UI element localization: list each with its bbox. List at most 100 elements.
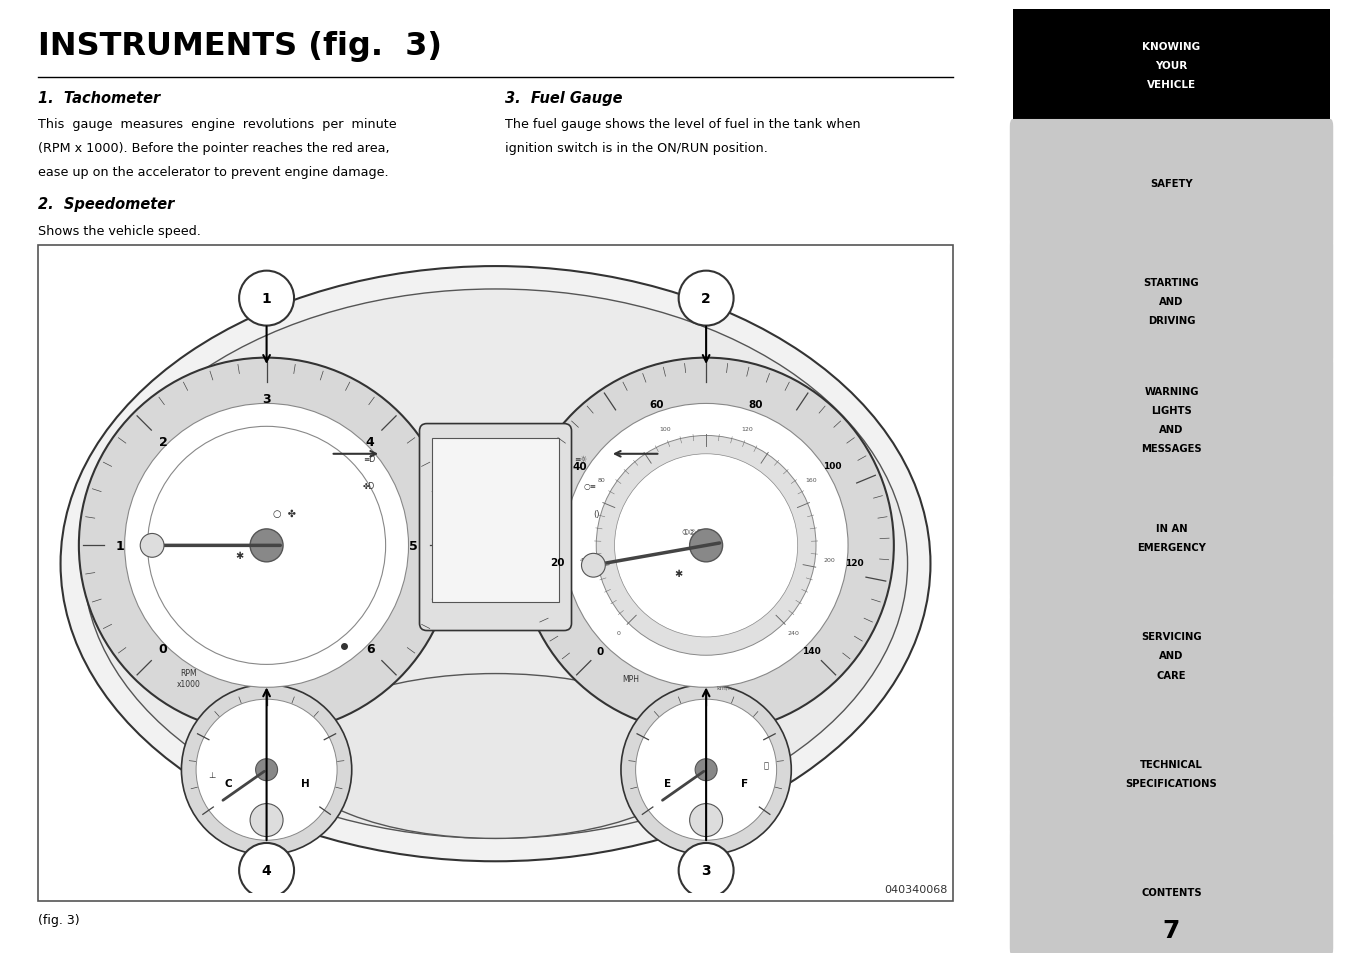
Circle shape xyxy=(256,759,277,781)
Text: ①②③: ①②③ xyxy=(681,528,703,537)
Text: ignition switch is in the ON/RUN position.: ignition switch is in the ON/RUN positio… xyxy=(506,142,768,155)
Text: 40: 40 xyxy=(572,461,587,472)
Text: DRIVING: DRIVING xyxy=(1148,316,1195,326)
Text: ≡☼: ≡☼ xyxy=(573,455,587,463)
Ellipse shape xyxy=(289,674,702,839)
Circle shape xyxy=(239,843,293,898)
Text: ease up on the accelerator to prevent engine damage.: ease up on the accelerator to prevent en… xyxy=(38,166,388,179)
Text: (): () xyxy=(594,509,599,518)
Bar xyxy=(1013,10,1330,123)
Text: 1: 1 xyxy=(116,539,124,553)
FancyBboxPatch shape xyxy=(1010,355,1333,484)
Circle shape xyxy=(181,685,352,855)
Text: STARTING: STARTING xyxy=(1144,278,1199,288)
Text: IN AN: IN AN xyxy=(1156,523,1187,534)
Circle shape xyxy=(679,272,734,326)
Text: RPM
x1000: RPM x1000 xyxy=(177,669,200,688)
Circle shape xyxy=(518,358,894,733)
Text: C: C xyxy=(224,779,233,789)
Text: KNOWING: KNOWING xyxy=(1142,42,1201,52)
Text: MESSAGES: MESSAGES xyxy=(1141,443,1202,454)
Text: (RPM x 1000). Before the pointer reaches the red area,: (RPM x 1000). Before the pointer reaches… xyxy=(38,142,389,155)
Text: ✤D: ✤D xyxy=(362,482,375,491)
Text: The fuel gauge shows the level of fuel in the tank when: The fuel gauge shows the level of fuel i… xyxy=(506,118,861,132)
Text: 4: 4 xyxy=(262,863,272,878)
Text: Shows the vehicle speed.: Shows the vehicle speed. xyxy=(38,225,200,238)
Text: 60: 60 xyxy=(649,400,664,410)
Circle shape xyxy=(581,554,606,578)
FancyBboxPatch shape xyxy=(1010,827,1333,953)
Text: 40: 40 xyxy=(580,558,587,562)
Circle shape xyxy=(695,759,717,781)
FancyBboxPatch shape xyxy=(433,438,558,602)
Text: 100: 100 xyxy=(823,462,842,471)
Text: (fig. 3): (fig. 3) xyxy=(38,913,80,926)
Text: INSTRUMENTS (fig.  3): INSTRUMENTS (fig. 3) xyxy=(38,30,442,61)
Text: AND: AND xyxy=(1159,651,1184,660)
Text: 2: 2 xyxy=(702,292,711,306)
Ellipse shape xyxy=(61,267,930,862)
Text: 3: 3 xyxy=(262,393,270,406)
Text: MPH: MPH xyxy=(622,674,639,683)
FancyBboxPatch shape xyxy=(419,424,572,631)
Text: TECHNICAL: TECHNICAL xyxy=(1140,760,1203,769)
Text: 1: 1 xyxy=(262,292,272,306)
Text: ⛽: ⛽ xyxy=(763,760,768,770)
Circle shape xyxy=(250,529,283,562)
Text: 3.  Fuel Gauge: 3. Fuel Gauge xyxy=(506,91,623,106)
Text: 160: 160 xyxy=(804,477,817,482)
Text: AND: AND xyxy=(1159,424,1184,435)
Text: F: F xyxy=(741,779,748,789)
Text: ≡D: ≡D xyxy=(362,455,375,463)
Text: 240: 240 xyxy=(788,631,799,636)
FancyBboxPatch shape xyxy=(1010,709,1333,838)
Text: 6: 6 xyxy=(366,642,375,656)
FancyBboxPatch shape xyxy=(1010,120,1333,249)
Circle shape xyxy=(615,455,798,638)
Text: ○≡: ○≡ xyxy=(583,482,596,491)
Circle shape xyxy=(147,427,385,664)
Circle shape xyxy=(250,803,283,837)
Text: ○  ✤: ○ ✤ xyxy=(273,509,296,518)
Text: CONTENTS: CONTENTS xyxy=(1141,886,1202,897)
Text: 20: 20 xyxy=(550,558,565,567)
Circle shape xyxy=(690,529,722,562)
Text: 2: 2 xyxy=(158,436,168,449)
Text: SPECIFICATIONS: SPECIFICATIONS xyxy=(1126,779,1217,788)
Circle shape xyxy=(690,803,722,837)
Text: EMERGENCY: EMERGENCY xyxy=(1137,542,1206,553)
Text: SERVICING: SERVICING xyxy=(1141,632,1202,641)
Ellipse shape xyxy=(84,290,907,839)
Text: 0: 0 xyxy=(617,631,621,636)
Circle shape xyxy=(124,404,408,687)
Text: 5: 5 xyxy=(408,539,418,553)
Text: 0: 0 xyxy=(158,642,168,656)
Text: CARE: CARE xyxy=(1157,670,1186,679)
Text: 120: 120 xyxy=(845,558,864,567)
Text: 100: 100 xyxy=(660,427,671,432)
Circle shape xyxy=(196,700,337,841)
Text: ✱: ✱ xyxy=(675,568,683,578)
Text: 1.  Tachometer: 1. Tachometer xyxy=(38,91,160,106)
Text: 3: 3 xyxy=(702,863,711,878)
Text: VEHICLE: VEHICLE xyxy=(1146,80,1197,91)
FancyBboxPatch shape xyxy=(1010,474,1333,602)
Text: SAFETY: SAFETY xyxy=(1151,179,1192,189)
Circle shape xyxy=(596,436,817,656)
Text: 7: 7 xyxy=(1163,918,1180,942)
Circle shape xyxy=(141,534,164,558)
Text: ✱: ✱ xyxy=(235,550,243,560)
Circle shape xyxy=(635,700,776,841)
Text: E: E xyxy=(664,779,671,789)
Text: H: H xyxy=(300,779,310,789)
Text: YOUR: YOUR xyxy=(1156,61,1187,71)
Text: 80: 80 xyxy=(748,400,763,410)
Text: 80: 80 xyxy=(598,477,606,482)
Circle shape xyxy=(621,685,791,855)
Circle shape xyxy=(239,272,293,326)
Text: km/h: km/h xyxy=(717,685,733,690)
Text: 2.  Speedometer: 2. Speedometer xyxy=(38,197,174,213)
FancyBboxPatch shape xyxy=(38,246,953,901)
FancyBboxPatch shape xyxy=(1010,592,1333,720)
Text: AND: AND xyxy=(1159,297,1184,307)
